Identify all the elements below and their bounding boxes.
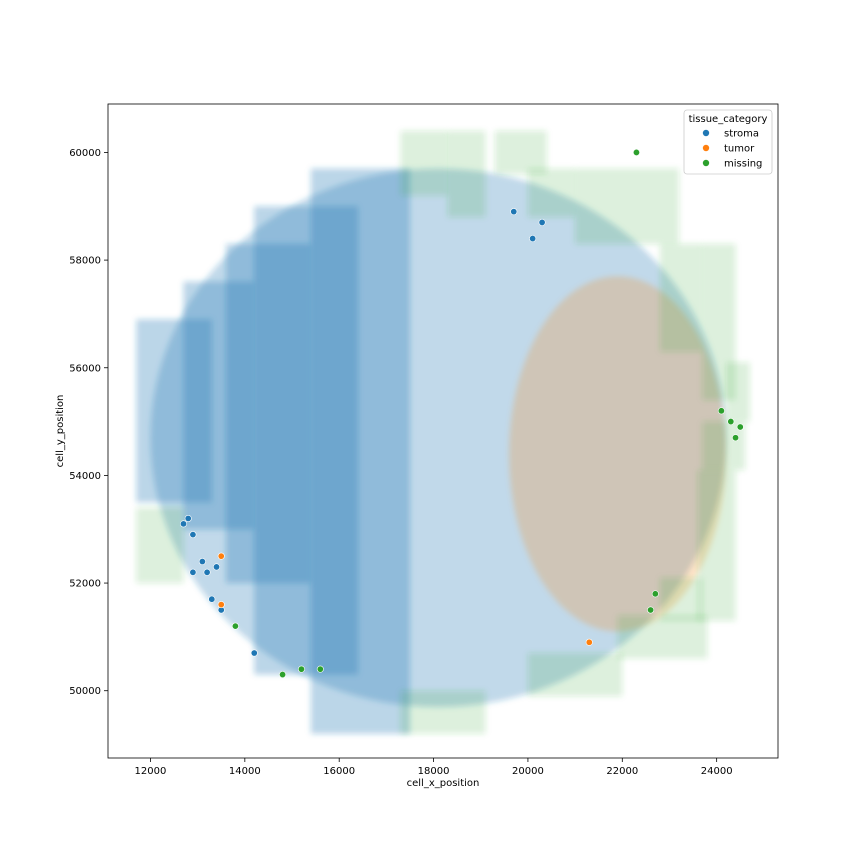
density-regions bbox=[136, 130, 750, 734]
stroma-point bbox=[208, 595, 216, 603]
missing-region bbox=[617, 615, 708, 659]
missing-region bbox=[400, 690, 486, 734]
legend-marker-missing bbox=[702, 159, 710, 167]
x-tick-label: 12000 bbox=[135, 766, 167, 777]
missing-region bbox=[447, 130, 486, 218]
legend-title: tissue_category bbox=[689, 114, 768, 125]
missing-point bbox=[297, 665, 305, 673]
missing-point bbox=[651, 590, 659, 598]
tumor-point bbox=[217, 552, 225, 560]
stroma-point bbox=[203, 568, 211, 576]
stroma-point bbox=[213, 563, 221, 571]
y-axis: 50000 52000 54000 56000 58000 60000 bbox=[69, 148, 108, 697]
y-tick-label: 56000 bbox=[69, 363, 101, 374]
missing-point bbox=[727, 418, 735, 426]
x-axis-label: cell_x_position bbox=[407, 778, 480, 789]
missing-point bbox=[732, 434, 740, 442]
missing-region bbox=[527, 653, 623, 697]
stroma-point bbox=[538, 218, 546, 226]
stroma-point bbox=[529, 235, 537, 243]
y-tick-label: 50000 bbox=[69, 686, 101, 697]
stroma-point bbox=[189, 568, 197, 576]
plot-frame bbox=[107, 103, 779, 759]
missing-region bbox=[702, 421, 745, 471]
stroma-region bbox=[310, 168, 410, 734]
x-tick-label: 22000 bbox=[606, 766, 638, 777]
y-tick-label: 58000 bbox=[69, 256, 101, 267]
data-points bbox=[179, 148, 744, 679]
y-tick-label: 54000 bbox=[69, 471, 101, 482]
x-tick-label: 16000 bbox=[323, 766, 355, 777]
missing-region bbox=[726, 362, 750, 422]
missing-point bbox=[632, 148, 640, 156]
y-tick-label: 60000 bbox=[69, 148, 101, 159]
y-tick-label: 52000 bbox=[69, 579, 101, 590]
x-tick-label: 20000 bbox=[512, 766, 544, 777]
tumor-point bbox=[585, 638, 593, 646]
y-axis-label: cell_y_position bbox=[55, 395, 66, 468]
legend: tissue_category stroma tumor missing bbox=[683, 109, 773, 175]
stroma-point bbox=[198, 558, 206, 566]
missing-region bbox=[660, 243, 703, 352]
missing-region bbox=[400, 130, 448, 196]
x-axis: 12000 14000 16000 18000 20000 22000 24000 bbox=[135, 758, 733, 777]
tumor-point bbox=[217, 601, 225, 609]
stroma-point bbox=[179, 520, 187, 528]
legend-label-tumor: tumor bbox=[724, 144, 755, 155]
missing-region bbox=[660, 577, 703, 621]
missing-point bbox=[316, 665, 324, 673]
missing-region bbox=[494, 130, 547, 174]
legend-marker-stroma bbox=[702, 129, 710, 137]
legend-label-stroma: stroma bbox=[724, 129, 759, 140]
missing-region bbox=[527, 168, 576, 218]
stroma-point bbox=[510, 208, 518, 216]
x-tick-label: 18000 bbox=[418, 766, 450, 777]
missing-region bbox=[136, 507, 184, 584]
missing-point bbox=[736, 423, 744, 431]
tumor-region bbox=[509, 276, 727, 632]
missing-region bbox=[697, 470, 736, 621]
legend-marker-tumor bbox=[702, 144, 710, 152]
x-tick-label: 14000 bbox=[229, 766, 261, 777]
x-tick-label: 24000 bbox=[701, 766, 733, 777]
missing-point bbox=[231, 622, 239, 630]
missing-point bbox=[647, 606, 655, 614]
missing-point bbox=[717, 407, 725, 415]
legend-box bbox=[683, 109, 773, 175]
missing-point bbox=[279, 671, 287, 679]
stroma-point bbox=[250, 649, 258, 657]
stroma-point bbox=[184, 514, 192, 522]
legend-label-missing: missing bbox=[724, 159, 762, 170]
stroma-point bbox=[189, 531, 197, 539]
missing-region bbox=[575, 168, 679, 244]
